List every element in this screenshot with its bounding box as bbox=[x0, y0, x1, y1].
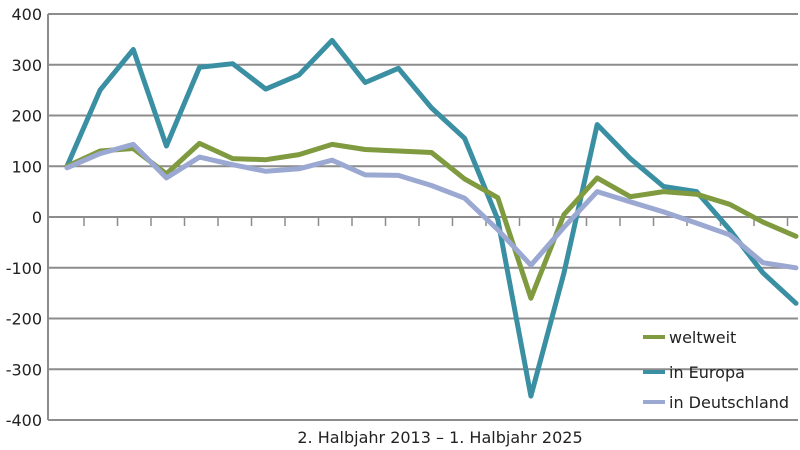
series-line-2 bbox=[64, 141, 799, 271]
legend: weltweit in Europa in Deutschland bbox=[643, 328, 789, 412]
legend-label: in Europa bbox=[669, 363, 745, 382]
y-tick-label: -300 bbox=[6, 360, 42, 379]
y-tick-label: -100 bbox=[6, 259, 42, 278]
y-tick-label: 400 bbox=[11, 5, 42, 24]
y-tick-label: 300 bbox=[11, 56, 42, 75]
y-tick-labels: 400 300 200 100 0 -100 -200 -300 -400 bbox=[6, 5, 42, 430]
x-axis-label: 2. Halbjahr 2013 – 1. Halbjahr 2025 bbox=[297, 428, 582, 447]
series-line-0 bbox=[64, 140, 799, 301]
x-tick-marks bbox=[83, 217, 789, 226]
y-tick-label: 0 bbox=[32, 208, 42, 227]
y-tick-label: 100 bbox=[11, 157, 42, 176]
y-tick-label: -200 bbox=[6, 310, 42, 329]
series-lines bbox=[64, 37, 799, 399]
y-tick-label: 200 bbox=[11, 107, 42, 126]
series-line-1 bbox=[64, 37, 799, 399]
legend-label: weltweit bbox=[669, 328, 736, 347]
y-tick-label: -400 bbox=[6, 411, 42, 430]
legend-label: in Deutschland bbox=[669, 393, 789, 412]
